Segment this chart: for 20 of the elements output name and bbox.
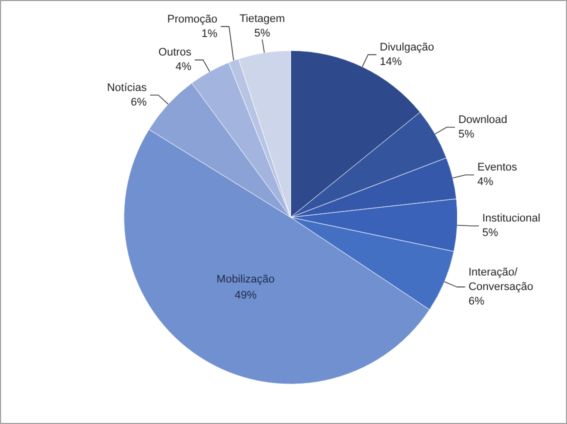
slice-label: Institucional (482, 212, 540, 225)
data-label: 14% (380, 56, 402, 68)
data-label: 1% (202, 28, 218, 40)
slice-label: Notícias (106, 82, 148, 94)
slice-label: Interação/ Conversação (468, 266, 534, 293)
slice-label: Outros (158, 46, 192, 59)
slice-label: Mobilização (216, 274, 275, 286)
slice-label: Promoção (167, 13, 218, 26)
slice-label: Download (458, 114, 508, 126)
slice-label: Divulgação (380, 41, 434, 54)
slice-label: Tietagem (239, 13, 285, 26)
data-label: 5% (482, 227, 498, 240)
data-label: 4% (477, 176, 494, 188)
data-label: 6% (130, 96, 147, 108)
data-label: 49% (234, 289, 257, 302)
data-label: 5% (254, 27, 270, 40)
data-label: 4% (176, 61, 192, 74)
data-label: 6% (468, 295, 485, 308)
data-label: 5% (458, 128, 474, 140)
slice-label: Eventos (477, 162, 518, 174)
